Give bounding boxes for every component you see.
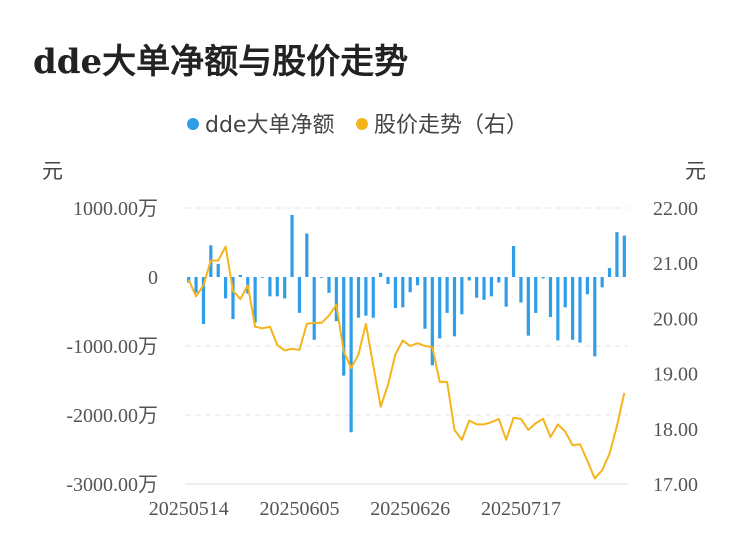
right-tick-label: 18.00: [653, 419, 698, 441]
dde-bar: [408, 277, 412, 293]
dde-bar: [482, 277, 486, 300]
dde-bar: [268, 277, 272, 297]
legend-label-price: 股价走势（右）: [374, 113, 528, 138]
x-tick-label: 20250514: [149, 498, 229, 520]
dde-bar: [231, 277, 235, 320]
dde-bar: [401, 277, 405, 308]
dde-bar: [319, 277, 324, 278]
dde-bar: [578, 277, 582, 343]
dde-bar: [571, 277, 575, 340]
left-axis: 1000.00万 0 -1000.00万 -2000.00万 -3000.00万: [66, 198, 158, 496]
dde-bar: [593, 277, 597, 357]
dde-bar: [201, 277, 206, 324]
dde-bar: [519, 277, 523, 303]
dde-bar: [526, 277, 530, 336]
legend-marker-dde: [187, 118, 199, 130]
dde-bar: [475, 277, 479, 298]
x-tick-label: 20250717: [481, 498, 561, 520]
dde-bar: [327, 277, 331, 293]
right-axis: 22.00 21.00 20.00 19.00 18.00 17.00: [653, 198, 698, 496]
left-tick-label: -1000.00万: [66, 336, 158, 358]
dde-bar: [379, 272, 383, 277]
x-tick-label: 20250605: [259, 498, 339, 520]
right-tick-label: 21.00: [653, 253, 698, 275]
right-axis-unit: 元: [685, 159, 706, 183]
dde-bar: [356, 277, 361, 318]
dde-bar: [275, 277, 279, 297]
left-tick-label: -3000.00万: [66, 474, 158, 496]
dde-bar: [364, 277, 368, 316]
line-series-price: [187, 245, 626, 480]
dde-bar: [445, 277, 449, 313]
bar-series-dde: [187, 214, 626, 433]
dde-bar: [423, 277, 427, 329]
dde-bar: [238, 274, 242, 277]
dde-bar: [386, 277, 390, 284]
right-tick-label: 20.00: [653, 308, 698, 330]
x-tick-label: 20250626: [370, 498, 450, 520]
dde-bar: [607, 268, 612, 277]
dde-bar: [290, 214, 294, 277]
dde-bar: [224, 277, 228, 299]
right-tick-label: 19.00: [653, 364, 698, 386]
dde-bar: [305, 233, 309, 277]
dde-bar: [438, 277, 442, 339]
dde-bar: [312, 277, 316, 340]
dde-bar: [260, 277, 265, 278]
dde-bar: [585, 277, 589, 295]
dde-bar: [460, 277, 464, 315]
grid: [185, 207, 628, 485]
left-tick-label: -2000.00万: [66, 405, 158, 427]
dde-bar: [467, 277, 471, 281]
dde-bar: [415, 277, 420, 286]
left-tick-label: 1000.00万: [73, 198, 158, 220]
right-tick-label: 17.00: [653, 474, 698, 496]
dde-bar: [563, 277, 567, 308]
dde-bar: [541, 277, 545, 279]
dde-bar: [622, 235, 626, 277]
dde-bar: [489, 277, 494, 297]
dde-bar: [253, 277, 257, 323]
dde-bar: [216, 263, 220, 277]
legend-marker-price: [356, 118, 368, 130]
dde-bar: [615, 232, 619, 277]
dde-bar: [504, 277, 508, 307]
dde-bar: [511, 245, 516, 277]
dde-bar: [497, 277, 501, 283]
dde-bar: [334, 277, 338, 322]
dde-bar: [600, 277, 604, 288]
dde-bar: [452, 277, 457, 337]
dde-bar: [283, 277, 287, 299]
dde-bar: [194, 277, 198, 293]
right-tick-label: 22.00: [653, 198, 698, 220]
dde-bar: [548, 277, 553, 318]
dde-bar: [349, 277, 353, 433]
left-tick-label: 0: [148, 267, 158, 289]
legend-label-dde: dde大单净额: [205, 113, 334, 138]
dde-bar: [534, 277, 538, 313]
dde-bar: [393, 277, 398, 309]
dde-bar: [556, 277, 560, 341]
dde-bar: [342, 277, 346, 376]
legend: dde大单净额 股价走势（右）: [187, 113, 528, 138]
price-line: [187, 245, 626, 480]
dde-bar: [430, 277, 434, 366]
dde-bar: [371, 277, 375, 318]
chart-title: dde大单净额与股价走势: [33, 42, 409, 82]
left-axis-unit: 元: [42, 159, 63, 183]
dde-bar: [297, 277, 302, 313]
x-axis: 20250514 20250605 20250626 20250717: [149, 498, 561, 520]
